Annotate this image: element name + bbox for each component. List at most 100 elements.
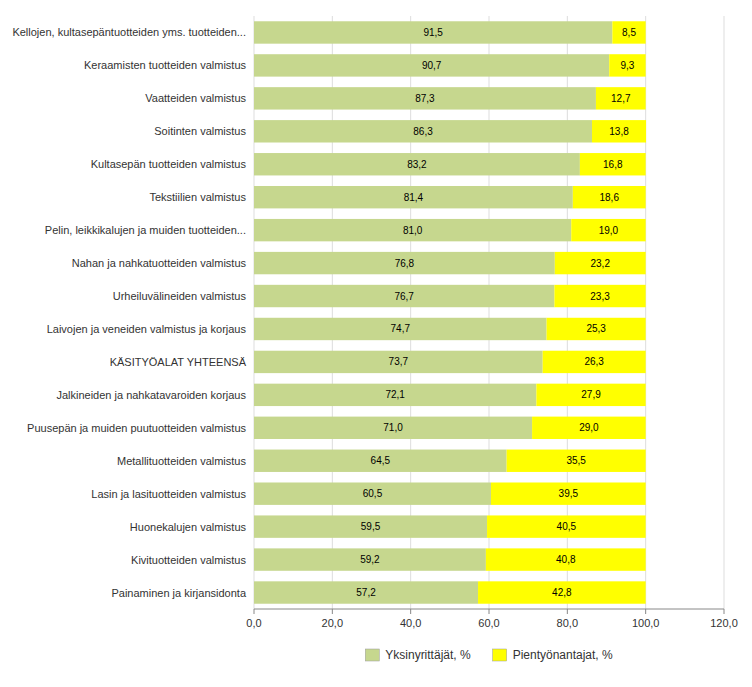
category-label: Jalkineiden ja nahkatavaroiden korjaus <box>56 389 246 401</box>
x-axis-line <box>254 609 724 610</box>
data-label: 39,5 <box>559 488 579 499</box>
data-label: 23,3 <box>590 291 610 302</box>
x-axis: 0,0 20,0 40,0 60,0 80,0 100,0 120,0 <box>246 609 737 629</box>
tick-mark <box>254 609 255 614</box>
tick-mark <box>332 609 333 614</box>
legend-label: Pientyönantajat, % <box>513 648 613 662</box>
bars <box>254 21 646 603</box>
tick-mark <box>724 609 725 614</box>
tick-label: 20,0 <box>322 617 343 629</box>
tick-label: 60,0 <box>478 617 499 629</box>
data-label: 91,5 <box>423 27 443 38</box>
data-label: 74,7 <box>391 323 411 334</box>
bar <box>536 384 645 406</box>
tick-mark <box>645 609 646 614</box>
category-label: Painaminen ja kirjansidonta <box>111 587 246 599</box>
grid <box>254 16 724 609</box>
bar <box>543 351 646 373</box>
data-label: 29,0 <box>579 422 599 433</box>
tick-label: 100,0 <box>632 617 660 629</box>
category-label: Laivojen ja veneiden valmistus ja korjau… <box>47 323 247 335</box>
bar <box>254 186 573 208</box>
bar <box>571 219 645 241</box>
tick-label: 120,0 <box>710 617 738 629</box>
data-label: 26,3 <box>584 356 604 367</box>
data-label: 13,8 <box>609 126 629 137</box>
bar <box>254 450 507 472</box>
bar <box>478 581 646 603</box>
legend-swatch <box>493 649 507 661</box>
category-label: Keraamisten tuotteiden valmistus <box>84 59 247 71</box>
bar <box>254 87 596 109</box>
chart-container: Kellojen, kultasepäntuotteiden yms. tuot… <box>0 0 752 687</box>
bar <box>254 417 532 439</box>
data-label: 16,8 <box>603 159 623 170</box>
tick-label: 40,0 <box>400 617 421 629</box>
data-label: 57,2 <box>356 587 376 598</box>
bar <box>254 285 554 307</box>
bar <box>254 153 580 175</box>
data-label: 81,0 <box>403 225 423 236</box>
category-label: Huonekalujen valmistus <box>130 521 247 533</box>
category-label: KÄSITYÖALAT YHTEENSÄ <box>110 356 247 368</box>
data-label: 87,3 <box>415 93 435 104</box>
bar <box>254 318 547 340</box>
data-label: 64,5 <box>371 455 391 466</box>
data-labels: 91,58,590,79,387,312,786,313,883,216,881… <box>356 27 636 598</box>
data-label: 19,0 <box>599 225 619 236</box>
data-label: 71,0 <box>383 422 403 433</box>
bar <box>254 252 555 274</box>
bar <box>254 581 478 603</box>
data-label: 86,3 <box>413 126 433 137</box>
bar <box>491 482 646 504</box>
bar <box>612 21 645 43</box>
bar <box>486 548 646 570</box>
legend: Yksinyrittäjät, % Pientyönantajat, % <box>365 648 613 662</box>
tick-mark <box>410 609 411 614</box>
category-label: Puusepän ja muiden puutuotteiden valmist… <box>27 422 246 434</box>
category-label: Pelin, leikkikalujen ja muiden tuotteide… <box>45 224 246 236</box>
tick-label: 80,0 <box>557 617 578 629</box>
bar <box>596 87 646 109</box>
bar <box>254 219 571 241</box>
bar <box>532 417 646 439</box>
category-label: Lasin ja lasituotteiden valmistus <box>91 488 246 500</box>
category-label: Kultasepän tuotteiden valmistus <box>91 158 247 170</box>
chart-svg: Kellojen, kultasepäntuotteiden yms. tuot… <box>0 0 752 687</box>
data-label: 42,8 <box>552 587 572 598</box>
bar <box>254 54 609 76</box>
data-label: 9,3 <box>621 60 635 71</box>
data-label: 90,7 <box>422 60 442 71</box>
bar <box>487 515 646 537</box>
data-label: 25,3 <box>586 323 606 334</box>
bar <box>254 384 536 406</box>
bar <box>254 515 487 537</box>
data-label: 23,2 <box>590 258 610 269</box>
legend-item: Pientyönantajat, % <box>493 648 613 662</box>
category-label: Urheiluvälineiden valmistus <box>113 290 247 302</box>
bar <box>554 285 645 307</box>
category-label: Kellojen, kultasepäntuotteiden yms. tuot… <box>12 26 246 38</box>
legend-label: Yksinyrittäjät, % <box>385 648 471 662</box>
bar <box>254 482 491 504</box>
legend-swatch <box>365 649 379 661</box>
data-label: 27,9 <box>581 389 601 400</box>
bar <box>254 21 612 43</box>
data-label: 59,5 <box>361 521 381 532</box>
data-label: 12,7 <box>611 93 631 104</box>
data-label: 40,5 <box>557 521 577 532</box>
category-label: Vaatteiden valmistus <box>145 92 246 104</box>
tick-label: 0,0 <box>246 617 261 629</box>
data-label: 60,5 <box>363 488 383 499</box>
bar <box>555 252 646 274</box>
data-label: 72,1 <box>385 389 405 400</box>
data-label: 83,2 <box>407 159 427 170</box>
bar <box>592 120 646 142</box>
bar <box>507 450 646 472</box>
data-label: 18,6 <box>600 192 620 203</box>
bar <box>547 318 646 340</box>
category-label: Nahan ja nahkatuotteiden valmistus <box>72 257 247 269</box>
category-label: Tekstiilien valmistus <box>149 191 246 203</box>
bar <box>254 548 486 570</box>
category-label: Kivituotteiden valmistus <box>131 554 246 566</box>
